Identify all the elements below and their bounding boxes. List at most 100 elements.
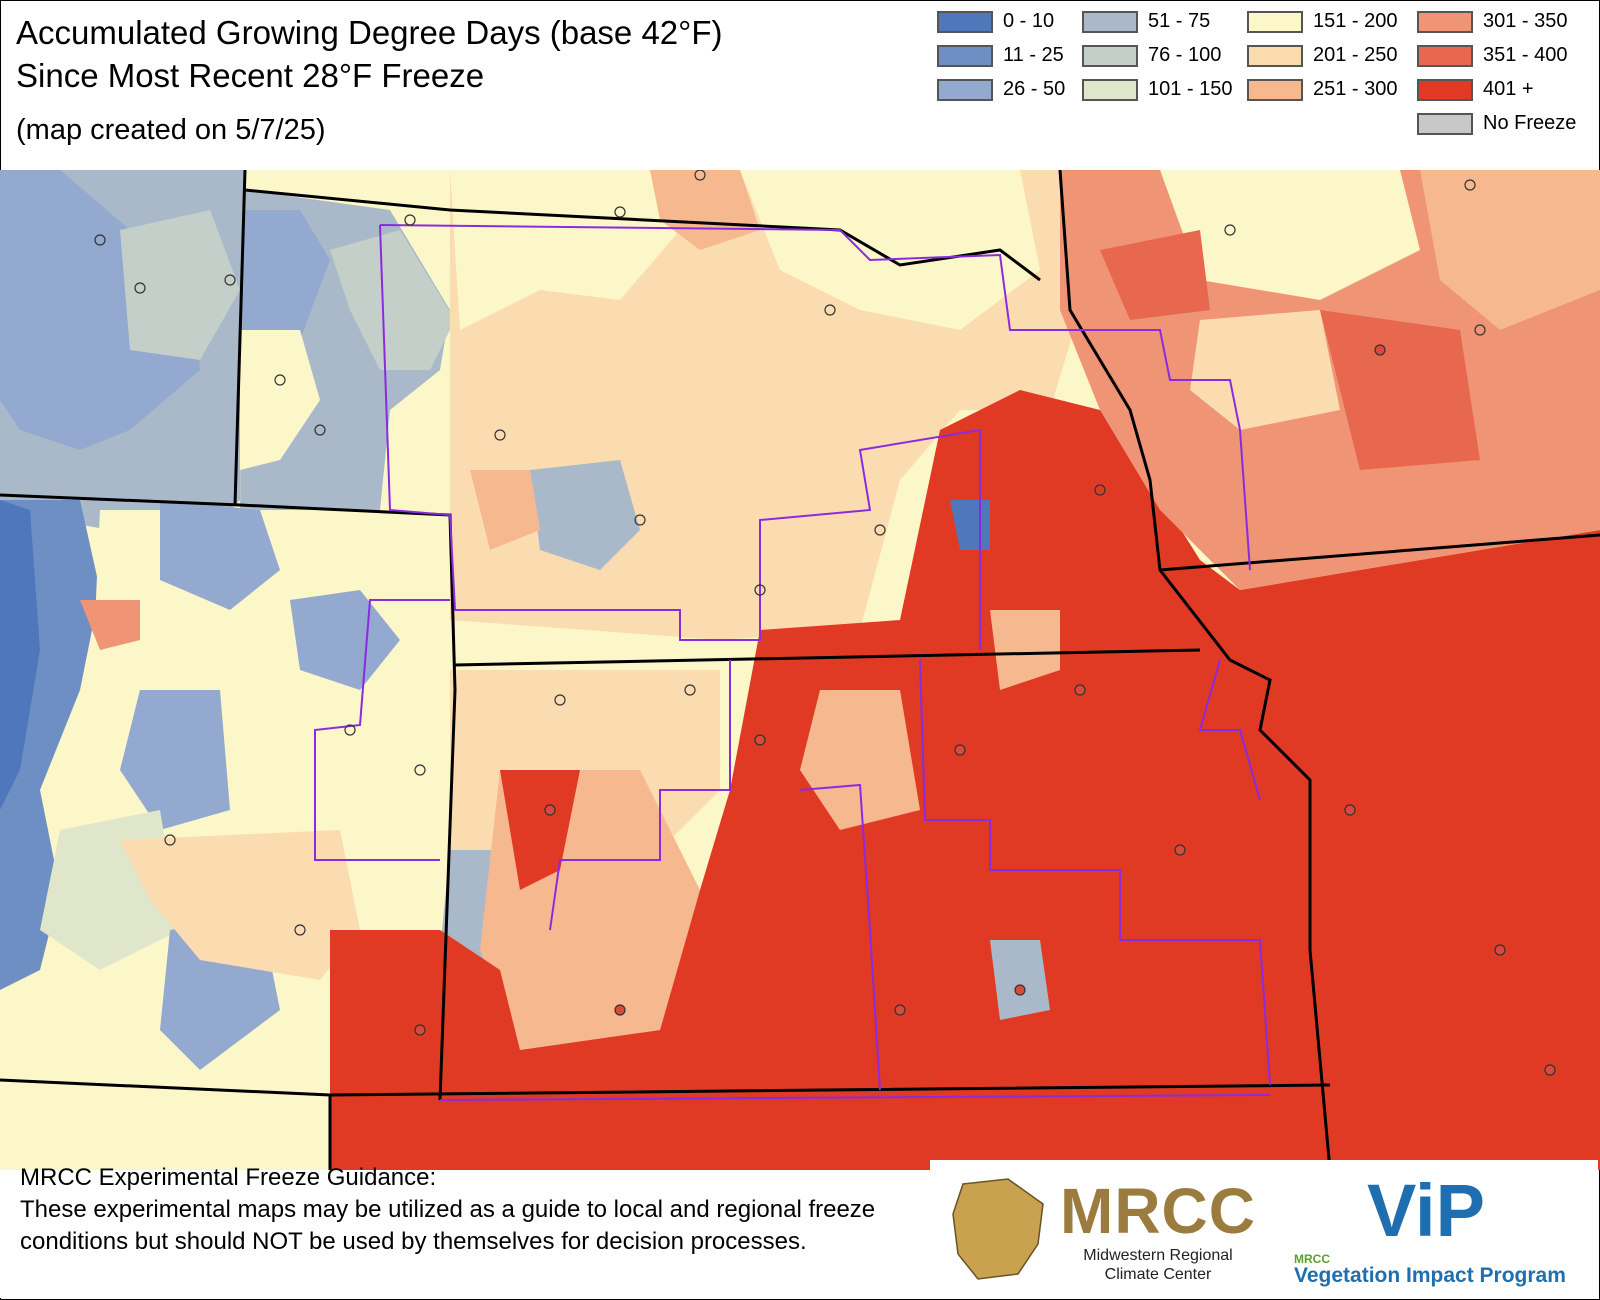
legend-swatch: [1247, 10, 1303, 33]
legend-item: 26 - 50: [937, 78, 1065, 101]
station-marker: [414, 1024, 426, 1036]
region-iowa-tan: [1190, 310, 1340, 430]
mrcc-logo-text: MRCC: [1060, 1175, 1256, 1247]
region-mn-yellow: [1160, 170, 1420, 300]
outline-mo: [1198, 659, 1261, 801]
legend-swatch: [1417, 44, 1473, 67]
region-wi-orange: [1420, 170, 1600, 330]
legend-swatch: [1082, 44, 1138, 67]
legend-label: 101 - 150: [1148, 78, 1233, 100]
border-ia-mo: [1159, 533, 1600, 572]
station-marker: [274, 374, 286, 386]
map-created-date: (map created on 5/7/25): [16, 114, 326, 146]
region-utah-darkblue: [0, 500, 40, 810]
legend-item: 401 +: [1417, 78, 1534, 101]
legend-swatch: [1247, 44, 1303, 67]
station-marker: [1074, 684, 1086, 696]
legend-label: 76 - 100: [1148, 44, 1222, 66]
station-marker: [1374, 344, 1386, 356]
state-borders: [0, 170, 1600, 1170]
legend-item: 0 - 10: [937, 10, 1054, 33]
legend-item: 11 - 25: [937, 44, 1064, 67]
legend-swatch: [1417, 10, 1473, 33]
station-marker: [344, 724, 356, 736]
station-marker: [404, 214, 416, 226]
legend-label: 26 - 50: [1003, 78, 1066, 100]
station-marker: [1544, 1064, 1556, 1076]
map-title-line1: Accumulated Growing Degree Days (base 42…: [16, 14, 723, 51]
station-marker: [494, 429, 506, 441]
region-nebraska-orange: [470, 470, 540, 550]
station-marker: [1224, 224, 1236, 236]
disclaimer-box: MRCC Experimental Freeze Guidance: These…: [0, 1164, 930, 1298]
region-red: [330, 390, 1600, 1170]
legend-swatch: [937, 78, 993, 101]
legend-item: 76 - 100: [1082, 44, 1221, 67]
region-colorado-orange: [80, 600, 140, 650]
station-marker: [754, 584, 766, 596]
station-marker: [634, 514, 646, 526]
station-marker: [954, 744, 966, 756]
station-marker: [134, 282, 146, 294]
border-wy-west: [233, 170, 247, 506]
outline-kansas-east: [919, 659, 1271, 1086]
legend-label: 151 - 200: [1313, 10, 1398, 32]
legend-label: 401 +: [1483, 78, 1534, 100]
legend-item: 251 - 300: [1247, 78, 1398, 101]
region-wyoming-blue: [240, 210, 330, 360]
legend-swatch: [937, 10, 993, 33]
outline-central: [379, 224, 981, 650]
station-marker: [1464, 179, 1476, 191]
logo-area: MRCC Midwestern Regional Climate Center …: [930, 1160, 1598, 1298]
border-ne-ks: [454, 648, 1201, 667]
legend-swatch: [937, 44, 993, 67]
vip-mrcc-text: MRCC: [1294, 1252, 1330, 1266]
outline-ok: [439, 1094, 1271, 1101]
legend-label: No Freeze: [1483, 112, 1577, 134]
station-marker: [894, 1004, 906, 1016]
legend-item: 51 - 75: [1082, 10, 1210, 33]
region-kc-orange: [990, 610, 1060, 690]
region-wyoming-sage: [330, 230, 455, 370]
station-marker: [1174, 844, 1186, 856]
legend-swatch: [1082, 78, 1138, 101]
border-missouri-river: [1058, 170, 1332, 1170]
legend-item: No Freeze: [1417, 112, 1576, 135]
gdd-map: [0, 170, 1600, 1170]
region-wyoming-yellow: [240, 330, 320, 470]
border-sd-ne: [244, 188, 1041, 282]
region-colorado-blue1: [160, 500, 280, 610]
station-marker: [824, 304, 836, 316]
region-kansas-central: [800, 690, 920, 830]
outline-west: [314, 599, 450, 861]
region-iowa-red: [1320, 310, 1480, 470]
legend-label: 301 - 350: [1483, 10, 1568, 32]
legend-item: 351 - 400: [1417, 44, 1568, 67]
legend-item: 101 - 150: [1082, 78, 1233, 101]
legend-swatch: [1417, 112, 1473, 135]
station-marker: [164, 834, 176, 846]
legend-item: 301 - 350: [1417, 10, 1568, 33]
station-marker: [614, 206, 626, 218]
station-marker: [684, 684, 696, 696]
station-marker: [694, 170, 706, 181]
station-marker: [544, 804, 556, 816]
station-marker: [414, 764, 426, 776]
legend-label: 51 - 75: [1148, 10, 1211, 32]
legend-swatch: [1247, 78, 1303, 101]
legend-item: 201 - 250: [1247, 44, 1398, 67]
region-sd-orange: [650, 170, 760, 250]
station-marker: [874, 524, 886, 536]
station-marker: [554, 694, 566, 706]
region-sd-yellow: [740, 170, 1040, 330]
station-marker: [314, 424, 326, 436]
station-marker: [754, 734, 766, 746]
station-marker: [1494, 944, 1506, 956]
map-canvas: [0, 170, 1600, 1170]
legend-swatch: [1082, 10, 1138, 33]
station-marker: [224, 274, 236, 286]
disclaimer-body: These experimental maps may be utilized …: [20, 1196, 876, 1255]
disclaimer-heading: MRCC Experimental Freeze Guidance:: [20, 1164, 437, 1191]
legend-label: 201 - 250: [1313, 44, 1398, 66]
legend: 0 - 10 11 - 25 26 - 50 51 - 75 76 - 100 …: [937, 10, 1597, 140]
